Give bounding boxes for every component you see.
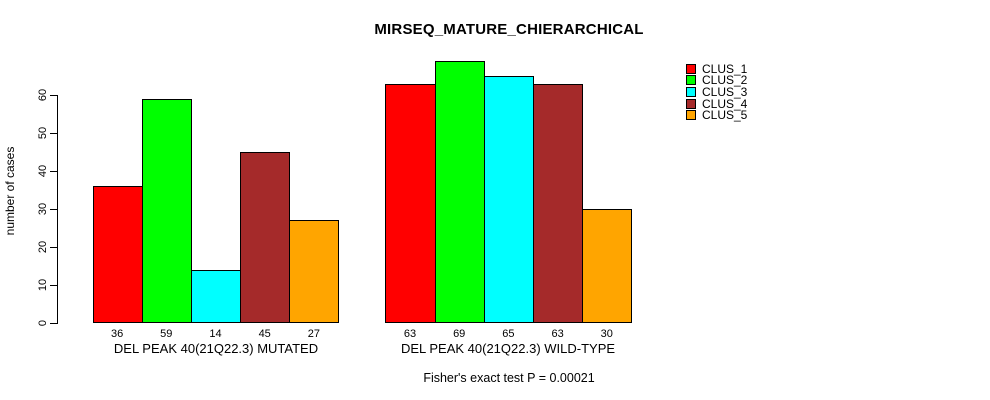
y-axis-tick <box>50 209 57 210</box>
bar-value-label: 27 <box>307 328 321 340</box>
legend: CLUS_1 CLUS_2 CLUS_3 CLUS_4 CLUS_5 <box>686 63 747 121</box>
y-axis-tick <box>50 95 57 96</box>
legend-item-clus_2: CLUS_2 <box>686 73 748 88</box>
y-axis-tick-label: 40 <box>37 164 49 178</box>
bar-clus_5-group2 <box>582 209 633 323</box>
y-axis-tick-label: 10 <box>37 278 49 292</box>
bar-value-label: 63 <box>551 328 564 340</box>
bar-value-label: 45 <box>258 328 271 340</box>
legend-swatch <box>686 63 696 74</box>
bar-clus_4-group2 <box>533 83 584 323</box>
legend-label: CLUS_4 <box>702 96 748 111</box>
legend-item-clus_1: CLUS_1 <box>686 63 747 75</box>
bar-clus_1-group1 <box>92 186 143 323</box>
legend-item-clus_4: CLUS_4 <box>686 98 747 110</box>
legend-swatch <box>686 75 696 86</box>
legend-item-clus_3: CLUS_3 <box>686 86 747 98</box>
y-axis-tick <box>50 323 57 324</box>
bar-clus_2-group1 <box>141 98 192 323</box>
y-axis-tick-label: 20 <box>37 240 49 254</box>
legend-swatch <box>686 110 696 121</box>
bar-clus_3-group2 <box>483 76 534 323</box>
y-axis-tick-label: 30 <box>37 202 49 216</box>
bar-clus_5-group1 <box>289 220 340 323</box>
legend-label: CLUS_5 <box>702 108 748 123</box>
y-axis-tick-label: 60 <box>37 88 49 102</box>
y-axis-label: number of cases <box>3 146 17 236</box>
chart-title: MIRSEQ_MATURE_CHIERARCHICAL <box>374 21 644 38</box>
bar-clus_3-group1 <box>190 269 242 323</box>
bar-value-label: 30 <box>600 328 613 340</box>
bar-value-label: 36 <box>110 328 124 340</box>
legend-item-clus_5: CLUS_5 <box>686 109 747 121</box>
bar-value-label: 59 <box>160 328 173 340</box>
y-axis-tick-label: 0 <box>37 319 49 327</box>
y-axis-tick-label: 50 <box>37 126 49 140</box>
bar-clus_1-group2 <box>385 83 436 323</box>
legend-swatch <box>686 86 696 97</box>
fisher-test-annotation: Fisher's exact test P = 0.00021 <box>423 371 595 385</box>
y-axis-tick <box>50 247 57 248</box>
y-axis-tick <box>50 171 57 172</box>
bar-value-label: 65 <box>502 328 515 340</box>
bar-value-label: 14 <box>209 328 222 340</box>
legend-swatch <box>686 98 696 109</box>
legend-label: CLUS_3 <box>702 84 748 99</box>
legend-label: CLUS_2 <box>702 73 748 88</box>
y-axis-tick <box>50 285 57 286</box>
group-label-wild-type: DEL PEAK 40(21Q22.3) WILD-TYPE <box>400 341 616 356</box>
bar-clus_2-group2 <box>434 60 485 323</box>
bar-clus_4-group1 <box>240 152 291 323</box>
y-axis-tick <box>50 133 57 134</box>
y-axis-line <box>57 95 58 324</box>
bar-value-label: 63 <box>403 328 417 340</box>
group-label-mutated: DEL PEAK 40(21Q22.3) MUTATED <box>113 341 319 356</box>
bar-value-label: 69 <box>453 328 466 340</box>
legend-label: CLUS_1 <box>702 61 748 76</box>
